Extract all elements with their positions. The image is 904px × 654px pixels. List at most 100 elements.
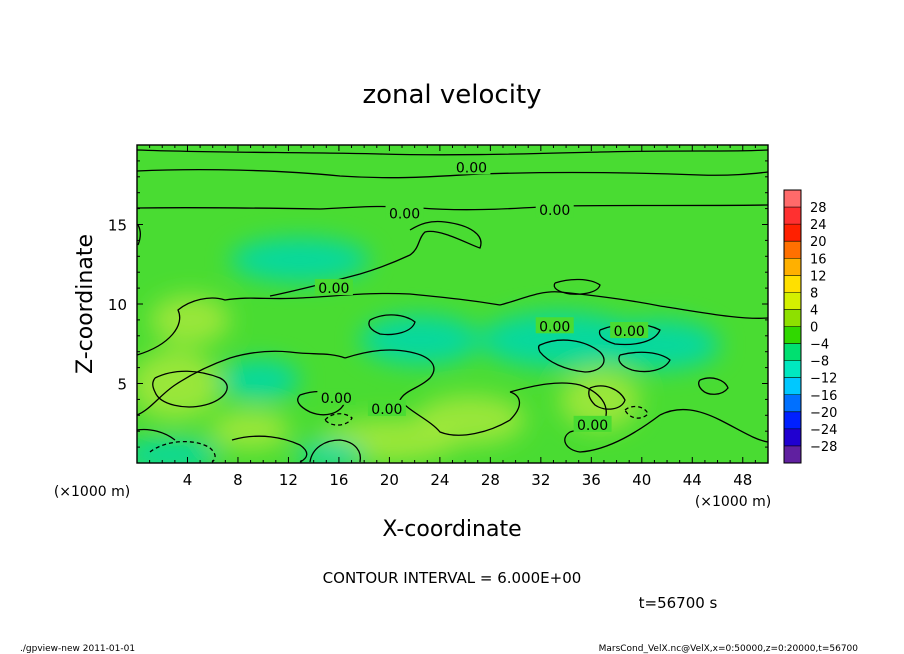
y-axis-label: Z-coordinate bbox=[73, 234, 98, 374]
chart-title: zonal velocity bbox=[362, 80, 541, 110]
x-tick-label: 48 bbox=[733, 471, 752, 489]
colorbar-swatch bbox=[784, 360, 801, 378]
contour-interval-label: CONTOUR INTERVAL = 6.000E+00 bbox=[323, 569, 582, 587]
x-axis-unit: (×1000 m) bbox=[695, 494, 771, 510]
time-label: t=56700 s bbox=[639, 594, 718, 612]
contour-label: 0.00 bbox=[389, 206, 420, 222]
field-anomaly bbox=[137, 350, 220, 420]
contour-label: 0.00 bbox=[539, 319, 570, 335]
contour-lines bbox=[137, 149, 768, 463]
contour-label-bg bbox=[317, 388, 356, 405]
contour-line bbox=[537, 339, 605, 373]
x-axis-label: X-coordinate bbox=[382, 517, 521, 542]
colorbar-swatch bbox=[784, 428, 801, 447]
colorbar-swatch bbox=[784, 445, 801, 464]
contour-line bbox=[553, 278, 601, 295]
x-tick-label: 8 bbox=[233, 471, 243, 489]
contour-label: 0.00 bbox=[371, 402, 402, 418]
x-tick-label: 44 bbox=[683, 471, 702, 489]
colorbar-label: −16 bbox=[810, 389, 837, 404]
field-anomaly bbox=[415, 395, 525, 445]
colorbar-label: 24 bbox=[810, 218, 827, 233]
contour-line bbox=[618, 351, 671, 373]
colorbar-label: 28 bbox=[810, 201, 827, 216]
contour-line bbox=[149, 440, 216, 463]
contour-line bbox=[624, 405, 649, 419]
contour-labels: 0.00 0.00 0.00 0.00 0.00 0.00 0.00 0.00 0.00 bbox=[314, 158, 649, 434]
colorbar-label: 8 bbox=[810, 286, 818, 301]
colorbar-swatch bbox=[784, 309, 801, 327]
contour-line bbox=[137, 428, 176, 441]
footer-right: MarsCond_VelX.nc@VelX,x=0:50000,z=0:2000… bbox=[599, 644, 859, 654]
contour-line bbox=[499, 291, 768, 319]
contour-line bbox=[137, 224, 141, 246]
colorbar-swatch bbox=[784, 258, 801, 276]
contour-line bbox=[137, 168, 768, 179]
y-tick-label: 5 bbox=[117, 376, 127, 394]
colorbar-swatch bbox=[784, 343, 801, 361]
colorbar-swatch bbox=[784, 241, 801, 259]
colorbar-label: 12 bbox=[810, 269, 827, 284]
y-tick-label: 10 bbox=[108, 296, 127, 314]
x-tick-label: 24 bbox=[430, 471, 449, 489]
colorbar-label: 4 bbox=[810, 303, 818, 318]
contour-label-bg bbox=[573, 415, 612, 432]
x-axis: 4 8 12 16 20 24 28 32 36 40 44 48 bbox=[149, 145, 756, 489]
field-anomaly bbox=[230, 238, 370, 282]
colorbar-swatch bbox=[784, 207, 801, 225]
x-tick-label: 12 bbox=[279, 471, 298, 489]
colorbar-swatch bbox=[784, 326, 801, 344]
contour-label-bg bbox=[535, 317, 574, 334]
colorbar-label: 16 bbox=[810, 252, 827, 267]
field-anomaly bbox=[137, 439, 220, 463]
x-tick-label: 32 bbox=[531, 471, 550, 489]
contour-line bbox=[231, 435, 308, 463]
contour-line bbox=[269, 220, 482, 297]
contour-label: 0.00 bbox=[456, 160, 487, 176]
colorbar-label: −12 bbox=[810, 372, 837, 387]
colorbar-swatch bbox=[784, 411, 801, 430]
colorbar-label: −4 bbox=[810, 338, 829, 353]
contour-label: 0.00 bbox=[318, 281, 349, 297]
contour-line bbox=[309, 439, 362, 463]
contour-line bbox=[698, 377, 729, 395]
x-tick-label: 36 bbox=[582, 471, 601, 489]
field-anomaly bbox=[150, 295, 230, 345]
contour-line bbox=[659, 408, 768, 443]
colorbar-swatch bbox=[784, 190, 801, 208]
colorbar-label: −24 bbox=[810, 423, 837, 438]
x-tick-label: 16 bbox=[329, 471, 348, 489]
contour-label-bg bbox=[535, 201, 574, 218]
x-tick-label: 28 bbox=[481, 471, 500, 489]
colorbar-label: −28 bbox=[810, 440, 837, 455]
field-anomaly bbox=[210, 410, 290, 450]
colorbar-swatch bbox=[784, 394, 801, 413]
colorbar-swatch bbox=[784, 224, 801, 242]
contour-line bbox=[137, 350, 346, 416]
contour-line bbox=[137, 149, 768, 156]
x-tick-label: 20 bbox=[380, 471, 399, 489]
contour-label-bg bbox=[452, 158, 491, 175]
contour-label-bg bbox=[610, 322, 649, 339]
colorbar-swatch bbox=[784, 377, 801, 396]
footer-left: ./gpview-new 2011-01-01 bbox=[20, 644, 135, 654]
contour-label-bg bbox=[367, 399, 406, 416]
contour-label: 0.00 bbox=[321, 391, 352, 407]
colorbar-label: 20 bbox=[810, 235, 827, 250]
contour-label-bg bbox=[385, 204, 424, 221]
x-tick-label: 40 bbox=[632, 471, 651, 489]
contour-line bbox=[324, 413, 353, 426]
contour-label: 0.00 bbox=[539, 203, 570, 219]
x-tick-label: 4 bbox=[183, 471, 193, 489]
colorbar: 28 24 20 16 12 8 4 0 −4 −8 −12 −16 −20 −24 −28 bbox=[783, 189, 837, 464]
y-axis: 5 10 15 bbox=[108, 160, 768, 448]
colorbar-swatch bbox=[784, 275, 801, 293]
field-anomaly bbox=[220, 360, 300, 400]
colorbar-label: −8 bbox=[810, 355, 829, 370]
colorbar-label: −20 bbox=[810, 406, 837, 421]
y-tick-label: 15 bbox=[108, 217, 127, 235]
field-anomalies bbox=[137, 238, 720, 463]
field-anomaly bbox=[360, 315, 480, 365]
